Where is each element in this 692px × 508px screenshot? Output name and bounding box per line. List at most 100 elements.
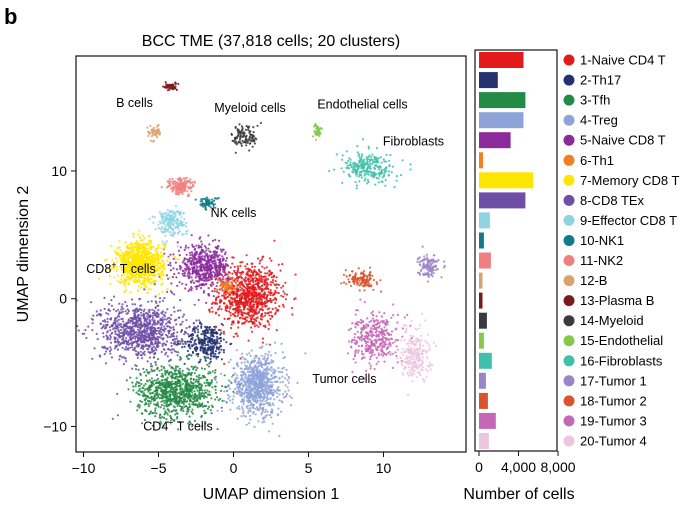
scatter-point	[240, 382, 243, 385]
scatter-point	[142, 282, 145, 285]
scatter-point	[182, 274, 185, 277]
scatter-point	[249, 276, 253, 279]
scatter-point	[267, 353, 270, 356]
scatter-point	[249, 301, 252, 304]
scatter-point	[223, 374, 226, 377]
scatter-point	[219, 298, 222, 301]
scatter-point	[140, 379, 143, 382]
scatter-point	[182, 270, 185, 273]
scatter-point	[249, 294, 252, 297]
scatter-point	[172, 267, 175, 270]
scatter-point	[126, 250, 129, 253]
scatter-point	[149, 365, 153, 368]
scatter-point	[230, 381, 233, 384]
scatter-point	[216, 274, 220, 278]
scatter-point	[217, 346, 221, 349]
scatter-point	[181, 378, 184, 381]
scatter-point	[257, 310, 261, 313]
scatter-point	[258, 384, 261, 388]
scatter-point	[177, 351, 180, 354]
scatter-point	[148, 256, 151, 259]
scatter-point	[188, 267, 191, 270]
scatter-point	[193, 419, 197, 422]
scatter-point	[124, 241, 127, 244]
scatter-point	[233, 269, 236, 272]
scatter-point	[223, 399, 226, 402]
scatter-point	[162, 247, 165, 250]
scatter-point	[250, 402, 253, 405]
umap-title: BCC TME (37,818 cells; 20 clusters)	[142, 33, 400, 50]
scatter-point	[175, 323, 178, 326]
scatter-point	[204, 274, 207, 277]
scatter-point	[181, 372, 184, 375]
scatter-point	[179, 390, 182, 393]
scatter-point	[249, 418, 252, 421]
scatter-point	[260, 284, 264, 287]
scatter-point	[229, 314, 232, 317]
scatter-point	[232, 395, 235, 398]
scatter-point	[270, 276, 273, 279]
scatter-point	[205, 326, 208, 329]
scatter-point	[138, 387, 141, 390]
scatter-point	[190, 281, 193, 284]
scatter-point	[263, 302, 266, 305]
scatter-point	[284, 298, 287, 301]
scatter-point	[107, 302, 111, 306]
scatter-point	[284, 377, 287, 380]
scatter-point	[203, 245, 207, 248]
scatter-point	[198, 237, 201, 240]
scatter-point	[251, 265, 254, 268]
scatter-point	[121, 251, 124, 255]
scatter-point	[159, 413, 162, 416]
scatter-point	[204, 251, 207, 254]
scatter-point	[219, 345, 222, 348]
scatter-point	[244, 276, 247, 279]
scatter-point	[131, 244, 134, 247]
scatter-point	[106, 331, 109, 334]
scatter-point	[110, 341, 113, 344]
scatter-point	[174, 381, 177, 384]
scatter-point	[182, 403, 185, 406]
scatter-point	[170, 388, 173, 391]
scatter-point	[252, 381, 255, 384]
scatter-point	[212, 352, 215, 355]
scatter-point	[244, 316, 247, 319]
scatter-point	[268, 350, 271, 353]
scatter-point	[190, 365, 193, 368]
scatter-point	[226, 306, 229, 309]
scatter-point	[231, 279, 235, 282]
scatter-point	[252, 303, 255, 306]
scatter-point	[200, 325, 203, 328]
cluster-points-4-treg	[214, 341, 307, 438]
scatter-point	[235, 302, 238, 305]
scatter-point	[251, 373, 254, 376]
scatter-point	[185, 412, 188, 416]
scatter-point	[229, 305, 232, 308]
scatter-point	[227, 317, 230, 320]
scatter-point	[193, 331, 197, 334]
scatter-point	[208, 254, 211, 257]
scatter-point	[229, 408, 232, 411]
scatter-point	[254, 377, 257, 380]
scatter-point	[229, 298, 232, 301]
scatter-point	[140, 391, 143, 394]
scatter-point	[200, 376, 203, 380]
scatter-point	[173, 256, 176, 259]
scatter-point	[144, 382, 147, 386]
scatter-point	[228, 395, 231, 398]
scatter-point	[221, 385, 224, 388]
scatter-point	[164, 390, 167, 393]
scatter-point	[176, 365, 179, 368]
scatter-point	[161, 243, 164, 246]
scatter-point	[200, 367, 204, 370]
scatter-point	[180, 407, 183, 410]
scatter-point	[258, 346, 261, 349]
scatter-point	[183, 262, 187, 265]
scatter-point	[256, 316, 259, 319]
scatter-point	[243, 391, 246, 394]
scatter-point	[238, 385, 241, 388]
scatter-point	[191, 272, 194, 275]
scatter-point	[255, 385, 258, 388]
scatter-point	[274, 284, 277, 287]
scatter-point	[280, 286, 283, 289]
